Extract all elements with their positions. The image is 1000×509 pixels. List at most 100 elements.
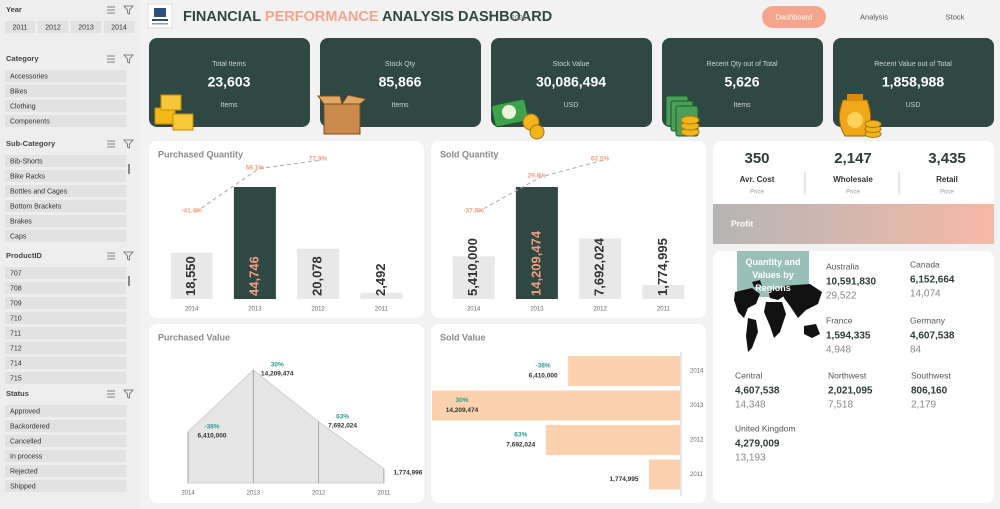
bar bbox=[568, 356, 680, 386]
filter-item[interactable] bbox=[5, 372, 126, 384]
filter-item-label: 709 bbox=[10, 300, 22, 307]
change-line bbox=[477, 159, 605, 213]
price-sub: Price bbox=[846, 190, 860, 196]
kpi-card bbox=[491, 38, 652, 127]
kpi-icon bbox=[317, 94, 368, 135]
region-name: Central bbox=[735, 370, 763, 380]
filter-item[interactable] bbox=[5, 405, 126, 417]
filter-item[interactable] bbox=[38, 21, 68, 33]
filter-item-label: 2014 bbox=[111, 24, 127, 31]
region-name: Germany bbox=[910, 315, 946, 325]
filter-item[interactable] bbox=[5, 230, 126, 242]
filter-item-label: Components bbox=[10, 118, 50, 125]
filter-item[interactable] bbox=[5, 282, 126, 294]
kpi-unit: Items bbox=[220, 102, 238, 109]
filter-item[interactable] bbox=[5, 480, 126, 492]
filter-item[interactable] bbox=[5, 70, 126, 82]
chart-card bbox=[149, 141, 424, 318]
region-value: 4,607,538 bbox=[735, 386, 780, 397]
x-tick-label: 2014 bbox=[467, 307, 481, 313]
bar bbox=[579, 238, 622, 299]
filter-item[interactable] bbox=[5, 185, 126, 197]
filter-item[interactable] bbox=[5, 297, 126, 309]
change-label: -37.8% bbox=[463, 208, 484, 215]
bar-value-label: 20,078 bbox=[310, 256, 325, 296]
filter-item[interactable] bbox=[5, 435, 126, 447]
region-name: Northwest bbox=[828, 370, 867, 380]
clear-filter-icon[interactable] bbox=[123, 54, 134, 64]
bar bbox=[360, 292, 403, 299]
filter-item[interactable] bbox=[5, 85, 126, 97]
region-qty: 84 bbox=[910, 345, 922, 356]
bar-value-label: 2,492 bbox=[373, 263, 388, 296]
title-part: FINANCIAL bbox=[183, 9, 265, 25]
change-label: -41.4% bbox=[181, 208, 202, 215]
clear-filter-icon[interactable] bbox=[123, 251, 134, 261]
chart-title: Sold Value bbox=[440, 332, 486, 342]
filter-item[interactable] bbox=[5, 450, 126, 462]
region-qty: 14,074 bbox=[910, 289, 941, 300]
value-label: 7,692,024 bbox=[506, 442, 535, 449]
filter-item[interactable] bbox=[5, 155, 126, 167]
filter-item-label: 710 bbox=[10, 315, 22, 322]
map-title: Quantity and Values by Regions bbox=[745, 256, 801, 293]
filter-item[interactable] bbox=[5, 420, 126, 432]
kpi-value: 23,603 bbox=[208, 74, 251, 90]
x-tick-label: 2011 bbox=[377, 491, 391, 497]
filter-item[interactable] bbox=[5, 267, 126, 279]
filter-item[interactable] bbox=[5, 357, 126, 369]
nav-active-pill[interactable] bbox=[762, 6, 826, 28]
filter-item[interactable] bbox=[5, 200, 126, 212]
scrollbar bbox=[128, 164, 130, 174]
profit-label: Profit bbox=[731, 218, 753, 228]
title-highlight: PERFORMANCE bbox=[265, 9, 379, 25]
region-value: 2,021,095 bbox=[828, 386, 873, 397]
bar bbox=[452, 256, 495, 299]
filter-item-label: 708 bbox=[10, 285, 22, 292]
filter-item-label: 715 bbox=[10, 375, 22, 382]
filter-item-label: 2012 bbox=[45, 24, 61, 31]
value-label: 6,410,000 bbox=[529, 373, 558, 380]
clear-filter-icon[interactable] bbox=[123, 389, 134, 399]
value-label: 1,774,995 bbox=[610, 476, 639, 483]
nav-button[interactable]: Dashboard bbox=[776, 12, 813, 21]
filter-item-label: Caps bbox=[10, 233, 27, 240]
filter-item[interactable] bbox=[5, 215, 126, 227]
nav-button[interactable]: Analysis bbox=[860, 12, 888, 21]
kpi-label: Stock Qty bbox=[385, 61, 416, 68]
filter-item[interactable] bbox=[5, 170, 126, 182]
filter-item[interactable] bbox=[5, 327, 126, 339]
filter-item[interactable] bbox=[5, 100, 126, 112]
filter-item-label: Backordered bbox=[10, 423, 50, 430]
kpi-label: Recent Value out of Total bbox=[874, 61, 952, 68]
world-map bbox=[734, 280, 822, 352]
filter-item[interactable] bbox=[71, 21, 101, 33]
change-label: -38% bbox=[204, 424, 219, 431]
region-value: 1,594,335 bbox=[826, 331, 871, 342]
dashboard-title: FINANCIAL PERFORMANCE ANALYSIS DASHBOARD bbox=[183, 9, 552, 25]
change-line bbox=[195, 159, 323, 213]
filter-item-label: Bottom Brackets bbox=[10, 203, 62, 210]
clear-filter-icon[interactable] bbox=[123, 5, 134, 15]
clear-filter-icon[interactable] bbox=[123, 139, 134, 149]
region-qty: 29,522 bbox=[826, 291, 857, 302]
filter-item[interactable] bbox=[5, 342, 126, 354]
filter-item-label: 2011 bbox=[12, 24, 27, 31]
filter-item-label: Bib-Shorts bbox=[10, 158, 43, 165]
filter-item[interactable] bbox=[5, 312, 126, 324]
nav-button[interactable]: Stock bbox=[946, 12, 965, 21]
icon-part bbox=[323, 103, 361, 135]
filter-item-label: In process bbox=[10, 453, 43, 460]
filter-item[interactable] bbox=[5, 465, 126, 477]
icon-part bbox=[529, 124, 545, 140]
bar bbox=[515, 187, 558, 299]
filter-item[interactable] bbox=[5, 115, 126, 127]
x-tick-label: 2011 bbox=[375, 307, 389, 313]
kpi-card bbox=[662, 38, 823, 127]
filter-item[interactable] bbox=[104, 21, 134, 33]
filter-item-label: Cancelled bbox=[10, 438, 41, 445]
price-label: Avr. Cost bbox=[740, 175, 775, 184]
filter-item[interactable] bbox=[5, 21, 35, 33]
filter-item-label: Brakes bbox=[10, 218, 32, 225]
nav bbox=[762, 6, 826, 28]
